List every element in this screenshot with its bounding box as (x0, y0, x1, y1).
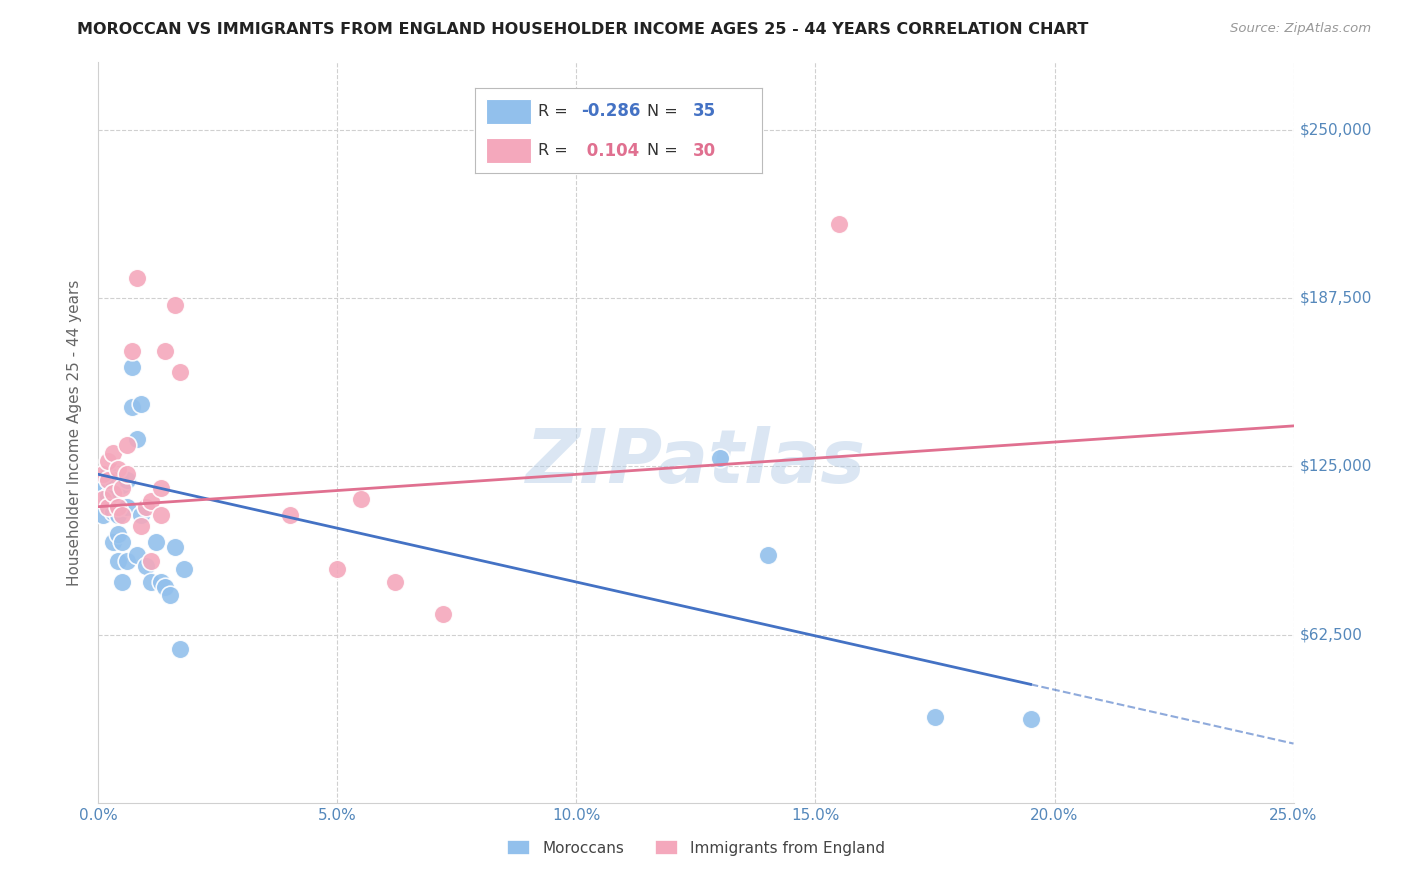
Point (121, 359, 143, 374)
Point (145, 534, 167, 549)
Point (155, 581, 177, 595)
Point (115, 438, 138, 452)
Point (149, 481, 172, 495)
Text: Source: ZipAtlas.com: Source: ZipAtlas.com (1230, 22, 1371, 36)
Point (107, 553, 129, 567)
Point (101, 473, 124, 487)
Point (97, 467, 120, 482)
Point (278, 508, 301, 522)
Point (101, 534, 124, 549)
Legend: Moroccans, Immigrants from England: Moroccans, Immigrants from England (501, 834, 891, 862)
Point (97, 489, 120, 503)
Y-axis label: Householder Income Ages 25 - 44 years: Householder Income Ages 25 - 44 years (67, 279, 83, 586)
Point (139, 553, 162, 567)
Point (756, 548, 779, 562)
Point (111, 478, 134, 492)
Point (131, 397, 153, 411)
Point (107, 462, 129, 476)
Point (432, 607, 454, 622)
Point (115, 500, 138, 514)
Point (97, 500, 120, 514)
Point (91, 491, 114, 506)
Point (121, 400, 143, 414)
Point (115, 553, 138, 567)
Point (121, 343, 143, 358)
Point (326, 561, 349, 575)
Point (107, 508, 129, 522)
Point (97, 454, 120, 468)
Point (169, 642, 191, 657)
Point (101, 486, 124, 500)
Point (125, 270, 148, 285)
Text: $125,000: $125,000 (1299, 458, 1372, 474)
Point (131, 518, 153, 533)
Point (111, 481, 134, 495)
Point (91, 478, 114, 492)
Point (163, 540, 186, 554)
Text: MOROCCAN VS IMMIGRANTS FROM ENGLAND HOUSEHOLDER INCOME AGES 25 - 44 YEARS CORREL: MOROCCAN VS IMMIGRANTS FROM ENGLAND HOUS… (77, 22, 1088, 37)
Text: $250,000: $250,000 (1299, 122, 1372, 137)
Point (139, 494, 162, 508)
Point (135, 558, 157, 573)
Point (135, 500, 157, 514)
Point (115, 467, 138, 482)
Point (350, 491, 373, 506)
Text: $187,500: $187,500 (1299, 291, 1372, 305)
Point (709, 451, 731, 466)
Point (924, 709, 946, 723)
Point (169, 365, 191, 379)
Point (111, 534, 134, 549)
Text: ZIPatlas: ZIPatlas (526, 425, 866, 499)
Point (131, 508, 153, 522)
Point (159, 589, 181, 603)
Point (125, 548, 148, 562)
Text: $62,500: $62,500 (1299, 627, 1362, 642)
Point (155, 343, 177, 358)
Point (149, 575, 172, 590)
Point (828, 217, 851, 231)
Point (101, 446, 124, 460)
Point (115, 473, 138, 487)
Point (149, 508, 172, 522)
Point (97, 473, 120, 487)
Point (111, 508, 134, 522)
Point (91, 467, 114, 482)
Point (173, 561, 195, 575)
Point (125, 433, 148, 447)
Point (91, 508, 114, 522)
Point (1019, 712, 1042, 726)
Point (139, 575, 162, 590)
Point (107, 526, 129, 541)
Point (107, 500, 129, 514)
Point (101, 505, 124, 519)
Point (111, 575, 134, 590)
Point (384, 575, 406, 590)
Point (163, 298, 186, 312)
